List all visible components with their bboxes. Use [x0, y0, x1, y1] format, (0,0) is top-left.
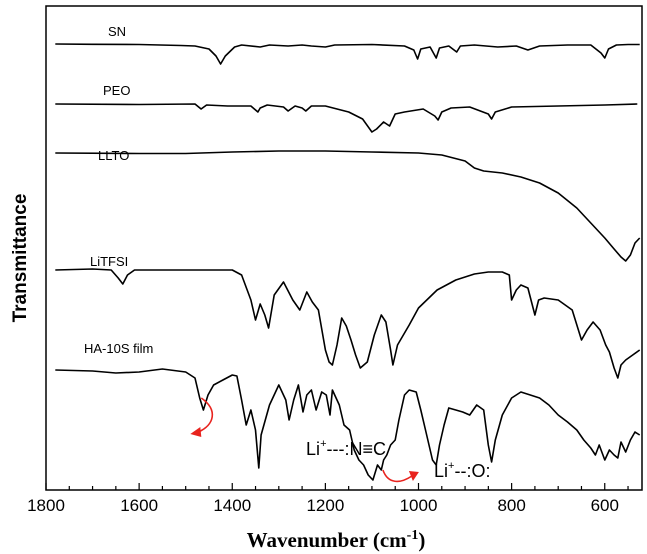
series-line-2 [55, 103, 638, 133]
series-line-3 [55, 150, 641, 262]
x-tick-label: 1000 [400, 496, 438, 515]
x-axis-title: Wavenumber (cm-1) [247, 528, 426, 552]
annotation-arrow-ether [382, 469, 413, 483]
annotation-arrow-nitrile [197, 397, 213, 433]
annotation-arrowhead-nitrile [190, 427, 202, 437]
annotation-ether: Li+--:O: [434, 460, 490, 481]
series-label-3: LLTO [98, 148, 129, 163]
annotation-arrowhead-ether [408, 471, 419, 481]
series-line-5 [55, 368, 641, 481]
x-tick-label: 600 [591, 496, 619, 515]
series-line-4 [55, 268, 641, 379]
plot-frame [45, 5, 643, 491]
x-tick-label: 1200 [306, 496, 344, 515]
series-label-4: LiTFSI [90, 254, 128, 269]
series-label-2: PEO [103, 83, 130, 98]
series-label-5: HA-10S film [84, 341, 153, 356]
series-label-1: SN [108, 24, 126, 39]
series-line-1 [55, 43, 640, 65]
x-tick-label: 800 [497, 496, 525, 515]
y-axis-title: Transmittance [10, 194, 31, 323]
x-tick-label: 1400 [213, 496, 251, 515]
annotation-nitrile: Li+---:N≡C [306, 438, 386, 459]
x-tick-label: 1600 [120, 496, 158, 515]
x-tick-label: 1800 [27, 496, 65, 515]
